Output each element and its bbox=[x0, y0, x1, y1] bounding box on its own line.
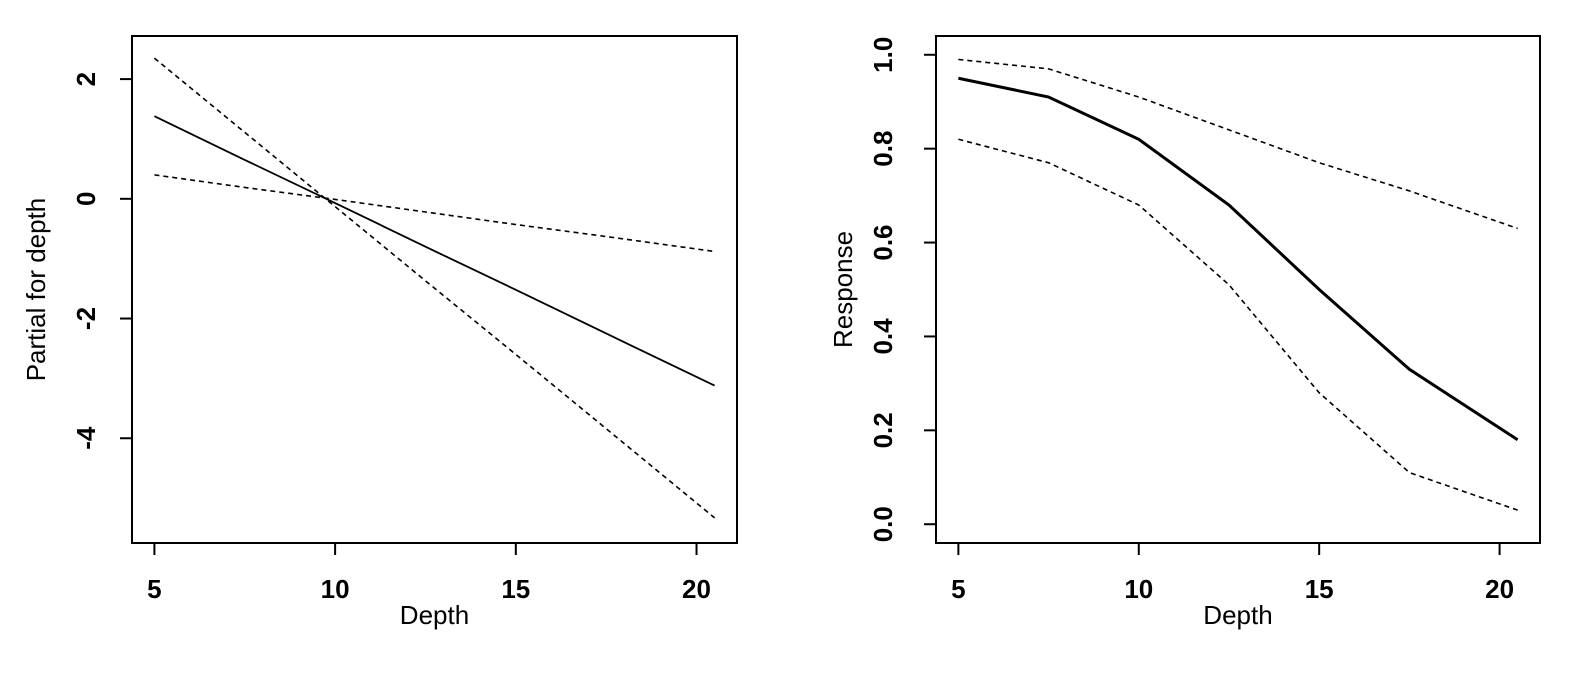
x-axis-label: Depth bbox=[400, 600, 469, 630]
y-tick-label: -2 bbox=[71, 307, 101, 330]
y-tick-label: 0.6 bbox=[868, 224, 898, 260]
x-tick-label: 20 bbox=[682, 574, 711, 604]
x-axis-label: Depth bbox=[1203, 600, 1272, 630]
y-tick-label: -4 bbox=[71, 426, 101, 450]
y-tick-label: 1.0 bbox=[868, 37, 898, 73]
fit-line bbox=[958, 76, 1519, 441]
x-tick-label: 20 bbox=[1485, 574, 1514, 604]
plot-frame bbox=[131, 35, 738, 544]
y-tick-label: 0.8 bbox=[868, 131, 898, 167]
y-tick-label: 2 bbox=[71, 72, 101, 86]
fit-line bbox=[154, 115, 715, 387]
y-tick-label: 0.2 bbox=[868, 412, 898, 448]
y-tick-label: 0.4 bbox=[868, 318, 898, 355]
y-axis-label: Response bbox=[828, 231, 858, 348]
x-tick-label: 5 bbox=[147, 574, 161, 604]
confidence-line bbox=[154, 174, 715, 253]
x-tick-label: 15 bbox=[501, 574, 530, 604]
confidence-line bbox=[958, 138, 1518, 511]
y-axis-label: Partial for depth bbox=[21, 198, 51, 382]
confidence-line bbox=[153, 57, 716, 519]
y-tick-label: 0 bbox=[71, 192, 101, 206]
plot-frame bbox=[935, 35, 1541, 544]
confidence-line bbox=[958, 58, 1518, 230]
x-tick-label: 10 bbox=[321, 574, 350, 604]
x-tick-label: 15 bbox=[1305, 574, 1334, 604]
x-tick-label: 5 bbox=[951, 574, 965, 604]
x-tick-label: 10 bbox=[1124, 574, 1153, 604]
y-tick-label: 0.0 bbox=[868, 506, 898, 542]
